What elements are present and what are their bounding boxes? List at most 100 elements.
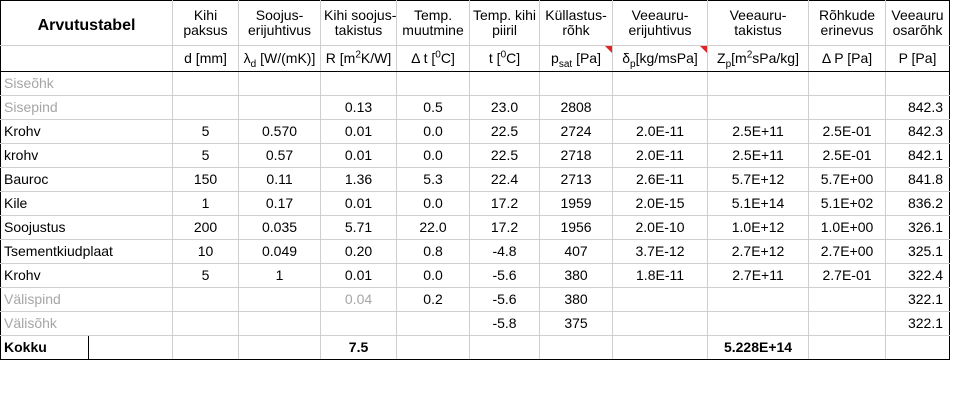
unit-thickness[interactable]: d [mm] bbox=[172, 45, 240, 72]
unit-boundary-temp[interactable]: t [0C] bbox=[469, 45, 541, 72]
empty-cell[interactable] bbox=[469, 335, 541, 360]
cell-thermal-resistance[interactable]: 0.01 bbox=[320, 143, 398, 168]
cell-vapour-permeability[interactable]: 2.0E-10 bbox=[612, 215, 709, 240]
empty-cell[interactable] bbox=[612, 335, 709, 360]
total-label[interactable]: Kokku bbox=[0, 335, 89, 360]
cell-vapour-resistance[interactable] bbox=[707, 95, 810, 120]
layer-name[interactable]: Tsementkiudplaat bbox=[0, 239, 174, 264]
cell-saturation-pressure[interactable]: 380 bbox=[539, 263, 614, 288]
cell-saturation-pressure[interactable]: 407 bbox=[539, 239, 614, 264]
header-pressure-difference[interactable]: Rõhkude erinevus bbox=[808, 0, 887, 46]
cell-vapour-resistance[interactable] bbox=[707, 71, 810, 96]
cell-boundary-temp[interactable]: -5.8 bbox=[469, 311, 541, 336]
header-vapour-resistance[interactable]: Veeauru-takistus bbox=[707, 0, 810, 46]
cell-partial-pressure[interactable]: 836.2 bbox=[885, 191, 951, 216]
cell-pressure-difference[interactable]: 5.7E+00 bbox=[808, 167, 887, 192]
cell-vapour-resistance[interactable] bbox=[707, 287, 810, 312]
unit-thermal-resistance[interactable]: R [m2K/W] bbox=[320, 45, 398, 72]
cell-conductivity[interactable]: 1 bbox=[238, 263, 322, 288]
cell-thickness[interactable]: 1 bbox=[172, 191, 240, 216]
cell-partial-pressure[interactable]: 322.1 bbox=[885, 287, 951, 312]
empty-cell[interactable] bbox=[950, 264, 953, 288]
cell-temp-change[interactable]: 22.0 bbox=[396, 215, 471, 240]
cell-pressure-difference[interactable]: 1.0E+00 bbox=[808, 215, 887, 240]
empty-cell[interactable] bbox=[885, 335, 951, 360]
cell-pressure-difference[interactable]: 2.7E+00 bbox=[808, 239, 887, 264]
cell-boundary-temp[interactable]: -5.6 bbox=[469, 287, 541, 312]
cell-pressure-difference[interactable]: 2.7E-01 bbox=[808, 263, 887, 288]
cell-temp-change[interactable]: 0.0 bbox=[396, 143, 471, 168]
header-boundary-temp[interactable]: Temp. kihi piiril bbox=[469, 0, 541, 46]
cell-pressure-difference[interactable] bbox=[808, 95, 887, 120]
empty-cell[interactable] bbox=[950, 216, 953, 240]
layer-name[interactable]: Krohv bbox=[0, 119, 174, 144]
cell-thickness[interactable] bbox=[172, 95, 240, 120]
cell-partial-pressure[interactable]: 842.1 bbox=[885, 143, 951, 168]
empty-cell[interactable] bbox=[396, 335, 471, 360]
cell-vapour-permeability[interactable]: 2.6E-11 bbox=[612, 167, 709, 192]
cell-vapour-permeability[interactable] bbox=[612, 95, 709, 120]
cell-vapour-permeability[interactable]: 3.7E-12 bbox=[612, 239, 709, 264]
comment-marker-icon[interactable] bbox=[700, 46, 707, 53]
cell-saturation-pressure[interactable]: 2718 bbox=[539, 143, 614, 168]
cell-pressure-difference[interactable]: 2.5E-01 bbox=[808, 143, 887, 168]
cell-thermal-resistance[interactable] bbox=[320, 311, 398, 336]
layer-name[interactable]: Siseõhk bbox=[0, 71, 174, 96]
cell-saturation-pressure[interactable]: 2724 bbox=[539, 119, 614, 144]
cell-vapour-permeability[interactable]: 2.0E-11 bbox=[612, 119, 709, 144]
layer-name[interactable]: Välispind bbox=[0, 287, 174, 312]
unit-partial-pressure[interactable]: P [Pa] bbox=[885, 45, 951, 72]
cell-pressure-difference[interactable]: 2.5E-01 bbox=[808, 119, 887, 144]
unit-conductivity[interactable]: λd [W/(mK)] bbox=[238, 45, 322, 72]
cell-thermal-resistance[interactable]: 1.36 bbox=[320, 167, 398, 192]
layer-name[interactable]: Sisepind bbox=[0, 95, 174, 120]
cell-saturation-pressure[interactable]: 1956 bbox=[539, 215, 614, 240]
cell-partial-pressure[interactable]: 841.8 bbox=[885, 167, 951, 192]
cell-conductivity[interactable]: 0.570 bbox=[238, 119, 322, 144]
header-saturation-pressure[interactable]: Küllastus-rõhk bbox=[539, 0, 614, 46]
unit-vapour-permeability[interactable]: δp[kg/msPa] bbox=[612, 45, 709, 72]
cell-boundary-temp[interactable]: 23.0 bbox=[469, 95, 541, 120]
cell-vapour-resistance[interactable]: 2.5E+11 bbox=[707, 143, 810, 168]
cell-pressure-difference[interactable] bbox=[808, 71, 887, 96]
cell-thickness[interactable] bbox=[172, 311, 240, 336]
cell-temp-change[interactable]: 0.5 bbox=[396, 95, 471, 120]
cell-conductivity[interactable]: 0.035 bbox=[238, 215, 322, 240]
empty-cell[interactable] bbox=[950, 120, 953, 144]
cell-saturation-pressure[interactable]: 380 bbox=[539, 287, 614, 312]
table-title[interactable]: Arvutustabel bbox=[0, 0, 174, 46]
cell-vapour-permeability[interactable]: 2.0E-11 bbox=[612, 143, 709, 168]
cell-conductivity[interactable] bbox=[238, 71, 322, 96]
header-partial-pressure[interactable]: Veeauru osarõhk bbox=[885, 0, 951, 46]
cell-boundary-temp[interactable]: 22.5 bbox=[469, 143, 541, 168]
cell-saturation-pressure[interactable]: 375 bbox=[539, 311, 614, 336]
cell-saturation-pressure[interactable]: 2808 bbox=[539, 95, 614, 120]
cell-vapour-resistance[interactable]: 2.5E+11 bbox=[707, 119, 810, 144]
cell-vapour-resistance[interactable]: 5.7E+12 bbox=[707, 167, 810, 192]
empty-cell[interactable] bbox=[950, 46, 953, 72]
cell-boundary-temp[interactable] bbox=[469, 71, 541, 96]
cell-conductivity[interactable] bbox=[238, 311, 322, 336]
cell-partial-pressure[interactable]: 322.4 bbox=[885, 263, 951, 288]
empty-cell[interactable] bbox=[950, 240, 953, 264]
unit-pressure-difference[interactable]: Δ P [Pa] bbox=[808, 45, 887, 72]
cell-thickness[interactable]: 10 bbox=[172, 239, 240, 264]
cell-temp-change[interactable]: 0.8 bbox=[396, 239, 471, 264]
cell-boundary-temp[interactable]: 17.2 bbox=[469, 215, 541, 240]
cell-thermal-resistance[interactable]: 0.13 bbox=[320, 95, 398, 120]
cell-temp-change[interactable] bbox=[396, 71, 471, 96]
cell-temp-change[interactable] bbox=[396, 311, 471, 336]
cell-vapour-permeability[interactable] bbox=[612, 311, 709, 336]
total-vapour-resistance[interactable]: 5.228E+14 bbox=[707, 335, 810, 360]
cell-temp-change[interactable]: 0.0 bbox=[396, 263, 471, 288]
units-empty[interactable] bbox=[0, 45, 174, 72]
empty-cell[interactable] bbox=[808, 335, 887, 360]
cell-vapour-resistance[interactable]: 5.1E+14 bbox=[707, 191, 810, 216]
header-conductivity[interactable]: Soojus-erijuhtivus bbox=[238, 0, 322, 46]
cell-boundary-temp[interactable]: 17.2 bbox=[469, 191, 541, 216]
unit-vapour-resistance[interactable]: Zp[m2sPa/kg] bbox=[707, 45, 810, 72]
cell-boundary-temp[interactable]: -4.8 bbox=[469, 239, 541, 264]
cell-thermal-resistance[interactable]: 0.20 bbox=[320, 239, 398, 264]
cell-pressure-difference[interactable] bbox=[808, 287, 887, 312]
cell-thickness[interactable]: 5 bbox=[172, 119, 240, 144]
